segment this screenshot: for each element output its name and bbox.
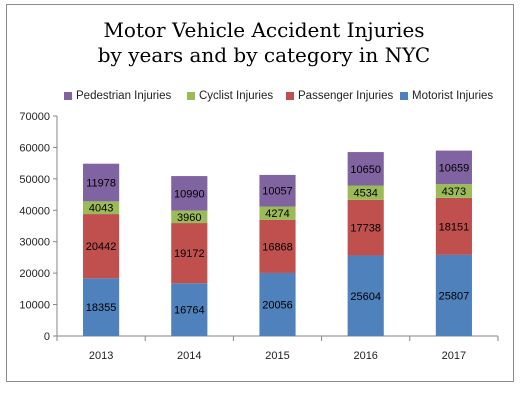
data-label: 10659 xyxy=(439,162,470,174)
x-tick-label: 2014 xyxy=(177,350,201,362)
bar-segment xyxy=(83,163,120,202)
bar-segment xyxy=(171,176,208,211)
data-label: 3960 xyxy=(177,212,201,224)
data-label: 19172 xyxy=(174,248,205,260)
chart-legend: Pedestrian Injuries Cyclist Injuries Pas… xyxy=(60,88,520,104)
y-tick-label: 20000 xyxy=(19,268,50,280)
legend-swatch-passenger xyxy=(286,92,294,100)
legend-item-pedestrian: Pedestrian Injuries xyxy=(64,88,171,104)
x-tick-label: 2013 xyxy=(89,350,113,362)
legend-label-cyclist: Cyclist Injuries xyxy=(199,90,274,102)
legend-swatch-pedestrian xyxy=(64,92,72,100)
chart-title-line-2: by years and by category in NYC xyxy=(97,43,431,67)
bar-segment xyxy=(259,272,296,336)
bar-segment xyxy=(171,210,208,224)
data-label: 16868 xyxy=(262,241,293,253)
bar-segment xyxy=(435,197,472,255)
bar-segment xyxy=(171,223,208,284)
x-tick-label: 2017 xyxy=(442,350,466,362)
chart-title-line-1: Motor Vehicle Accident Injuries xyxy=(103,18,425,42)
data-label: 16764 xyxy=(174,305,205,317)
bar-segment xyxy=(259,219,296,273)
data-label: 11978 xyxy=(86,178,116,190)
y-tick-label: 60000 xyxy=(19,142,50,154)
legend-label-pedestrian: Pedestrian Injuries xyxy=(76,90,172,102)
data-label: 18355 xyxy=(86,302,117,314)
y-tick-label: 50000 xyxy=(19,174,50,186)
bar-segment xyxy=(435,150,472,185)
y-tick-label: 30000 xyxy=(19,237,50,249)
legend-label-motorist: Motorist Injuries xyxy=(412,90,494,102)
bar-segment xyxy=(83,214,120,279)
x-tick-label: 2015 xyxy=(265,350,289,362)
data-label: 20442 xyxy=(86,241,117,253)
bar-segment xyxy=(347,255,384,336)
data-label: 10990 xyxy=(174,188,205,200)
data-label: 20056 xyxy=(262,299,293,311)
chart-title: Motor Vehicle Accident Injuries by years… xyxy=(0,18,528,68)
x-tick-label: 2016 xyxy=(353,350,377,362)
bar-segment xyxy=(435,184,472,198)
bar-segment xyxy=(259,206,296,220)
legend-label-passenger: Passenger Injuries xyxy=(298,90,394,102)
bar-segment xyxy=(347,199,384,256)
legend-item-motorist: Motorist Injuries xyxy=(400,88,493,104)
y-tick-label: 0 xyxy=(44,331,50,343)
bar-segment xyxy=(347,185,384,200)
data-label: 25807 xyxy=(439,290,470,302)
data-label: 25604 xyxy=(350,291,381,303)
legend-swatch-cyclist xyxy=(187,92,195,100)
bar-segment xyxy=(347,152,384,186)
y-tick-label: 40000 xyxy=(19,205,50,217)
y-tick-label: 10000 xyxy=(19,300,50,312)
bar-segment xyxy=(259,174,296,207)
data-label: 17738 xyxy=(350,223,381,235)
data-label: 4274 xyxy=(265,208,289,220)
bar-segment xyxy=(435,254,472,336)
data-label: 4534 xyxy=(353,188,377,200)
legend-item-passenger: Passenger Injuries xyxy=(286,88,393,104)
legend-swatch-motorist xyxy=(400,92,408,100)
legend-item-cyclist: Cyclist Injuries xyxy=(187,88,273,104)
data-label: 10650 xyxy=(350,164,381,176)
data-label: 4373 xyxy=(442,186,466,198)
data-label: 18151 xyxy=(439,221,470,233)
bar-segment xyxy=(171,283,208,336)
bar-segment xyxy=(83,201,120,215)
data-label: 4043 xyxy=(89,203,113,215)
bar-segment xyxy=(83,278,120,336)
data-label: 10057 xyxy=(262,186,293,198)
y-tick-label: 70000 xyxy=(19,111,50,123)
